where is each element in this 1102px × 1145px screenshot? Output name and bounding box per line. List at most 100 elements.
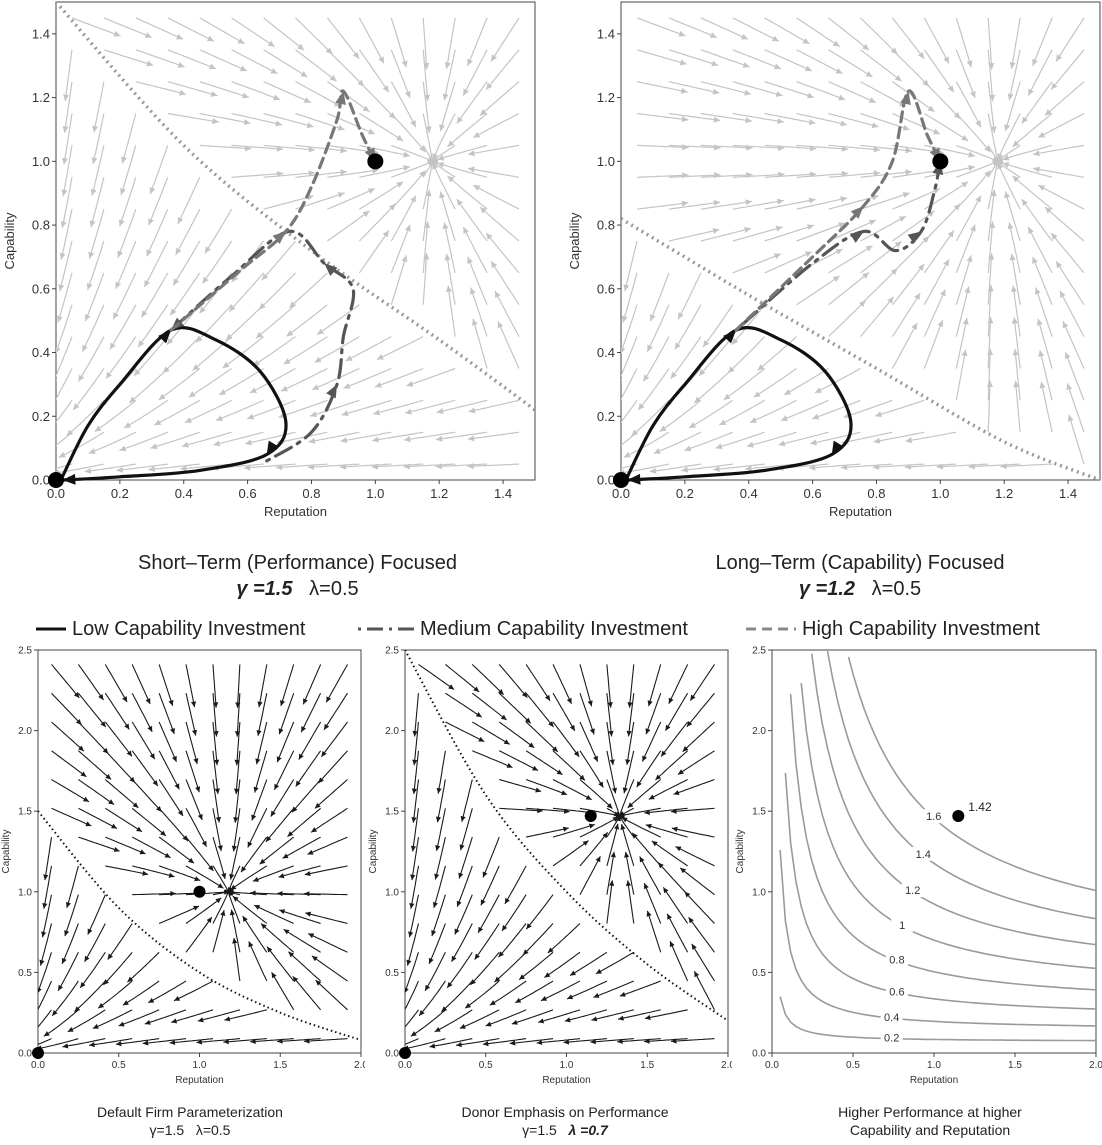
- streamline: [56, 399, 73, 423]
- stream-arrowhead: [82, 344, 88, 352]
- stream-arrowhead: [932, 188, 940, 194]
- streamline: [158, 836, 195, 864]
- stream-arrowhead: [711, 60, 719, 67]
- streamline: [479, 206, 520, 242]
- stream-arrowhead: [406, 380, 414, 387]
- streamline: [38, 1038, 52, 1045]
- streamline: [668, 49, 719, 66]
- stream-arrowhead: [642, 755, 648, 762]
- streamline: [637, 368, 670, 411]
- streamline: [955, 255, 972, 305]
- stream-arrowhead: [122, 696, 128, 703]
- streamline: [158, 807, 189, 842]
- streamline: [169, 1038, 214, 1044]
- streamline: [579, 779, 613, 809]
- streamline: [199, 144, 252, 150]
- streamline: [199, 17, 245, 45]
- streamline: [84, 463, 136, 473]
- streamline: [467, 431, 520, 440]
- x-tick-label: 1.0: [366, 486, 384, 501]
- streamline: [236, 664, 241, 708]
- stream-arrowhead: [303, 891, 310, 897]
- streamline: [142, 1038, 187, 1045]
- stream-arrowhead: [84, 467, 92, 474]
- streamline: [278, 693, 295, 735]
- streamline: [390, 113, 426, 153]
- stream-arrowhead: [84, 314, 91, 322]
- stream-arrowhead: [396, 181, 404, 188]
- streamline: [860, 112, 910, 131]
- stream-arrowhead: [212, 118, 219, 125]
- stream-arrowhead: [38, 987, 42, 993]
- streamline: [260, 923, 295, 953]
- stream-arrowhead: [410, 195, 416, 203]
- streamline: [295, 112, 345, 131]
- stream-arrowhead: [94, 425, 102, 432]
- stream-arrowhead: [247, 841, 253, 848]
- streamline: [689, 664, 715, 701]
- stream-arrowhead: [1034, 287, 1041, 295]
- stream-arrowhead: [943, 259, 949, 267]
- streamline: [162, 336, 201, 374]
- stream-arrowhead: [234, 731, 241, 737]
- stream-arrowhead: [1007, 93, 1014, 101]
- streamline: [283, 928, 321, 953]
- stream-arrowhead: [108, 799, 115, 805]
- streamline: [456, 865, 473, 907]
- y-axis-label: Capability: [368, 830, 379, 874]
- streamline: [653, 431, 702, 454]
- stream-arrowhead: [113, 30, 121, 37]
- streamline: [1066, 383, 1085, 433]
- stream-arrowhead: [625, 880, 632, 887]
- streamline: [295, 81, 342, 108]
- legend-swatch-dashdot: [358, 627, 414, 631]
- stream-arrowhead: [429, 1043, 436, 1049]
- streamline: [279, 909, 321, 925]
- streamline: [468, 399, 520, 413]
- stream-arrowhead: [113, 312, 119, 320]
- streamline: [212, 910, 225, 953]
- streamline: [230, 865, 268, 891]
- stream-arrowhead: [840, 464, 848, 471]
- streamline: [295, 144, 347, 152]
- streamline: [688, 399, 734, 429]
- legend-label-low: Low Capability Investment: [72, 617, 306, 640]
- streamline: [405, 952, 420, 994]
- stream-arrowhead: [1056, 261, 1063, 269]
- stream-arrowhead: [171, 755, 177, 762]
- streamline: [968, 463, 1021, 468]
- stream-arrowhead: [961, 181, 969, 188]
- streamline: [276, 721, 295, 763]
- x-tick-label: 0.5: [112, 1060, 126, 1071]
- streamline: [874, 399, 925, 417]
- stream-arrowhead: [964, 286, 971, 294]
- streamline: [579, 693, 595, 735]
- streamline: [631, 399, 670, 437]
- stream-arrowhead: [591, 1016, 598, 1022]
- streamline: [263, 81, 312, 104]
- stream-arrowhead: [674, 342, 681, 350]
- streamline: [681, 463, 733, 472]
- streamline: [525, 894, 554, 930]
- caption-bottom-middle: Donor Emphasis on Performance γ=1.5 λ =0…: [395, 1103, 735, 1139]
- streamline: [410, 1009, 446, 1037]
- streamline: [41, 894, 53, 938]
- stream-arrowhead: [405, 987, 409, 993]
- streamline: [509, 1038, 554, 1045]
- streamline: [212, 664, 217, 708]
- streamline: [172, 240, 201, 286]
- stream-arrowhead: [744, 226, 752, 233]
- stream-arrowhead: [663, 887, 669, 894]
- x-tick-label: 0.6: [239, 486, 257, 501]
- stream-arrowhead: [424, 94, 431, 102]
- streamline: [51, 807, 92, 827]
- stream-arrowhead: [585, 794, 592, 800]
- x-tick-label: 1.5: [273, 1060, 287, 1071]
- streamline: [185, 750, 200, 793]
- stream-arrowhead: [273, 94, 281, 101]
- stream-arrowhead: [927, 105, 935, 112]
- streamline: [104, 664, 128, 703]
- stream-arrowhead: [784, 389, 792, 395]
- streamline: [104, 692, 130, 730]
- optimum-point: [952, 810, 965, 823]
